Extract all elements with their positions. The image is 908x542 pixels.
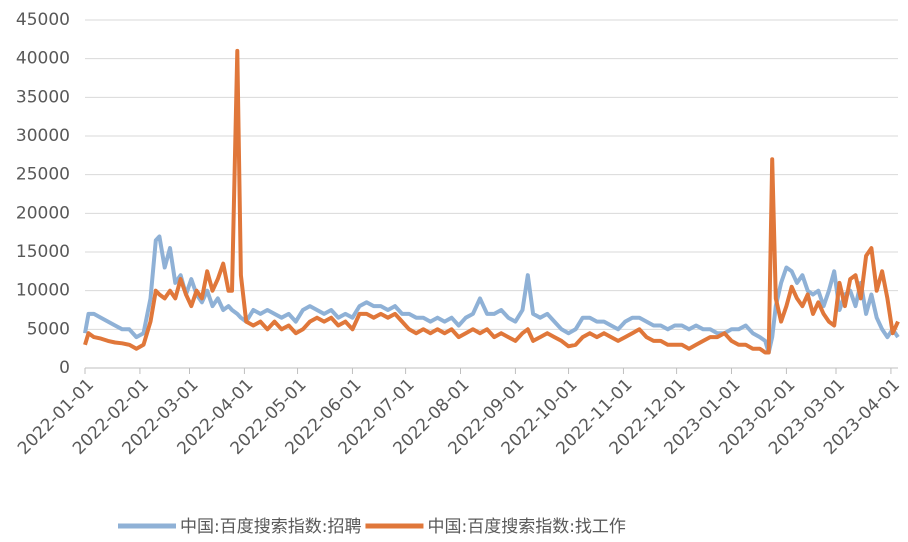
y-tick-label: 5000	[27, 319, 70, 339]
y-tick-label: 45000	[16, 10, 70, 30]
legend-label: 中国:百度搜索指数:招聘	[180, 517, 361, 537]
y-tick-label: 0	[59, 358, 70, 378]
y-tick-label: 15000	[16, 242, 70, 262]
y-tick-label: 35000	[16, 87, 70, 107]
y-tick-label: 25000	[16, 165, 70, 185]
series-line	[83, 48, 900, 355]
y-tick-label: 30000	[16, 126, 70, 146]
y-tick-label: 10000	[16, 281, 70, 301]
series-line	[83, 234, 900, 355]
y-tick-label: 40000	[16, 49, 70, 69]
y-tick-label: 20000	[16, 203, 70, 223]
legend-label: 中国:百度搜索指数:找工作	[427, 517, 625, 537]
